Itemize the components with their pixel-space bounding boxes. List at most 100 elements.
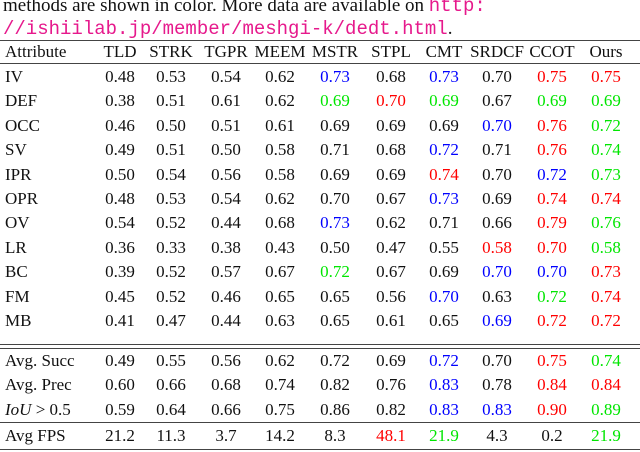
table-cell: 0.72 <box>537 286 567 306</box>
table-cell: 0.58 <box>482 237 512 257</box>
table-cell: 0.70 <box>537 262 567 282</box>
table-cell: 0.52 <box>156 262 186 282</box>
table-cell: 0.72 <box>537 311 567 330</box>
table-cell: 0.75 <box>537 67 567 86</box>
table-cell: 14.2 <box>265 426 295 445</box>
table-cell: 21.2 <box>105 426 135 445</box>
table-row: IPR 0.50 0.54 0.56 0.58 0.69 0.69 0.74 0.70 0.72 0… <box>0 163 640 187</box>
row-label: OPR <box>5 189 39 208</box>
table-cell: 0.83 <box>429 399 459 419</box>
table-cell: 0.62 <box>265 67 295 86</box>
table-cell: 0.54 <box>211 67 241 86</box>
table-cell: 0.70 <box>482 262 512 282</box>
table-cell: 0.47 <box>156 311 186 330</box>
table-cell: 0.50 <box>320 237 350 257</box>
table-row: OV 0.54 0.52 0.44 0.68 0.73 0.62 0.71 0.66 0.79 0.… <box>0 211 640 235</box>
table-cell: 0.63 <box>482 286 512 306</box>
row-label: FM <box>5 286 30 306</box>
table-cell: 0.62 <box>265 91 295 111</box>
table-cell: 0.58 <box>265 140 295 160</box>
table-cell: 0.38 <box>211 237 241 257</box>
table-cell: 0.72 <box>429 351 459 370</box>
table-cell: 0.51 <box>156 140 186 160</box>
double-rule-top <box>0 344 640 346</box>
table-cell: 0.70 <box>482 351 512 370</box>
table-cell: 0.72 <box>320 351 350 370</box>
data-link-continued[interactable]: //ishiilab.jp/member/meshgi-k/dedt.html <box>3 18 448 40</box>
table-cell: 0.69 <box>376 351 406 370</box>
caption-period: . <box>447 18 453 39</box>
table-cell: 0.76 <box>537 115 567 135</box>
table-cell: 0.67 <box>265 262 295 282</box>
table-cell: 0.72 <box>591 115 621 135</box>
table-cell: 0.64 <box>156 399 186 419</box>
table-cell: 0.55 <box>429 237 459 257</box>
table-cell: 0.86 <box>320 399 350 419</box>
table-cell: 0.67 <box>482 91 512 111</box>
caption-line-2: //ishiilab.jp/member/meshgi-k/dedt.html. <box>3 18 453 40</box>
table-cell: 0.73 <box>320 213 350 233</box>
table-cell: 0.48 <box>105 67 135 86</box>
table-cell: 0.74 <box>537 189 567 208</box>
table-cell: 0.33 <box>156 237 186 257</box>
table-cell: 0.75 <box>265 399 295 419</box>
row-label: SV <box>5 140 27 160</box>
table-cell: 0.75 <box>537 351 567 370</box>
table-cell: 0.69 <box>482 189 512 208</box>
table-cell: 0.79 <box>537 213 567 233</box>
table-cell: 0.73 <box>591 262 621 282</box>
table-cell: 0.61 <box>376 311 406 330</box>
row-label: OCC <box>5 115 40 135</box>
table-cell: 0.69 <box>429 115 459 135</box>
table-cell: 0.84 <box>591 375 621 395</box>
table-cell: 0.65 <box>265 286 295 306</box>
row-label: Avg. Prec <box>5 375 72 395</box>
summary-row: IoU > 0.5 0.59 0.64 0.66 0.75 0.86 0.82 0.83 0.8… <box>0 398 640 422</box>
table-cell: 0.70 <box>482 164 512 184</box>
table-cell: 0.66 <box>156 375 186 395</box>
table-cell: 0.74 <box>591 140 621 160</box>
caption-line-1: methods are shown in color. More data ar… <box>3 0 486 16</box>
header-strk: STRK <box>149 42 193 61</box>
table-cell: 0.57 <box>211 262 241 282</box>
table-cell: 0.71 <box>320 140 350 160</box>
table-cell: 0.74 <box>265 375 295 395</box>
table-cell: 0.46 <box>211 286 241 306</box>
table-row: OPR 0.48 0.53 0.54 0.62 0.70 0.67 0.73 0.69 0.74 0… <box>0 187 640 211</box>
bottom-rule <box>0 449 640 451</box>
table-cell: 0.69 <box>320 115 350 135</box>
table-cell: 0.60 <box>105 375 135 395</box>
table-cell: 0.66 <box>482 213 512 233</box>
row-label: MB <box>5 311 32 330</box>
table-cell: 0.2 <box>541 426 563 445</box>
table-cell: 0.74 <box>429 164 459 184</box>
table-row: BC 0.39 0.52 0.57 0.67 0.72 0.67 0.69 0.70 0.70 0.… <box>0 260 640 284</box>
table-cell: 0.52 <box>156 286 186 306</box>
table-cell: 0.44 <box>211 213 241 233</box>
data-link[interactable]: http: <box>428 0 486 17</box>
summary-row: Avg. Succ 0.49 0.55 0.56 0.62 0.72 0.69 0.72 0.7… <box>0 349 640 373</box>
table-cell: 0.41 <box>105 311 135 330</box>
table-cell: 0.72 <box>320 262 350 282</box>
header-rule <box>0 63 640 65</box>
table-cell: 0.83 <box>429 375 459 395</box>
table-cell: 0.62 <box>265 351 295 370</box>
row-label: OV <box>5 213 30 233</box>
header-mstr: MSTR <box>311 42 359 61</box>
table-cell: 0.53 <box>156 189 186 208</box>
table-cell: 0.62 <box>265 189 295 208</box>
row-label: Avg FPS <box>5 426 66 445</box>
row-label: BC <box>5 262 28 282</box>
table-cell: 0.53 <box>156 67 186 86</box>
table-cell: 0.69 <box>537 91 567 111</box>
table-row: DEF 0.38 0.51 0.61 0.62 0.69 0.70 0.69 0.67 0.69 0… <box>0 89 640 113</box>
table-cell: 0.70 <box>376 91 406 111</box>
table-cell: 0.69 <box>591 91 621 111</box>
row-label-rest: > 0.5 <box>31 399 71 419</box>
table-cell: 0.63 <box>265 311 295 330</box>
table-cell: 0.69 <box>429 262 459 282</box>
table-cell: 0.76 <box>537 140 567 160</box>
row-label: DEF <box>5 91 38 111</box>
row-label-math: IoU <box>5 399 32 419</box>
table-cell: 0.75 <box>591 67 621 86</box>
